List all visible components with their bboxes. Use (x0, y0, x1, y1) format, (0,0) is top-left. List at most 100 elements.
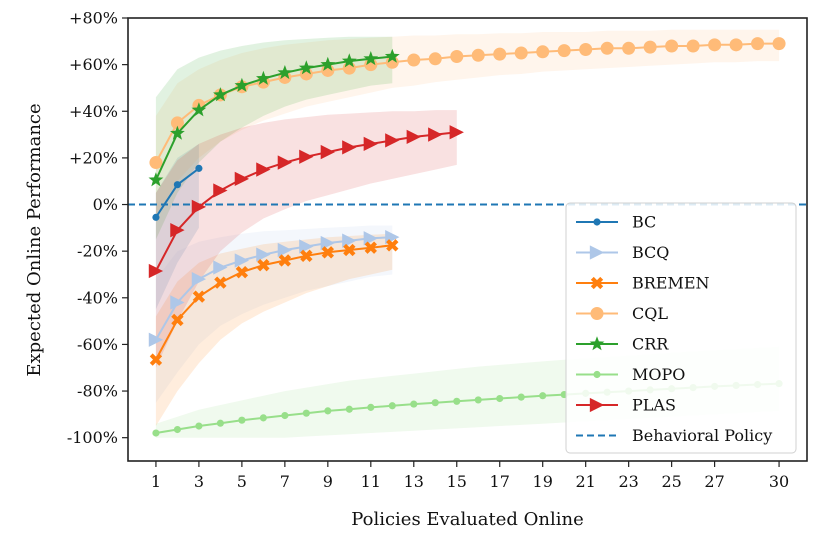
legend-label: BCQ (632, 243, 669, 262)
point-plas (449, 125, 464, 140)
point-cql (428, 52, 442, 66)
legend-item: BCQ (576, 243, 669, 262)
point-mopo (367, 403, 375, 411)
legend-label: CRR (632, 335, 669, 354)
plot-frame (127, 17, 808, 462)
y-tick-label: -20% (77, 242, 118, 261)
point-plas (256, 162, 271, 177)
point-mopo (517, 393, 525, 401)
x-tick-label: 7 (280, 472, 290, 491)
point-bcq (148, 332, 164, 347)
point-bremen (278, 254, 292, 267)
point-bc (195, 164, 203, 172)
y-tick-label: -40% (77, 288, 118, 307)
x-tick-label: 1 (151, 472, 161, 491)
legend-marker (590, 307, 604, 320)
series-bc (152, 164, 203, 221)
legend-marker (590, 276, 604, 290)
point-plas (363, 136, 378, 152)
series-crr (148, 48, 400, 187)
point-bremen (149, 353, 163, 366)
legend-item: PLAS (576, 396, 676, 415)
point-crr (256, 70, 271, 85)
legend-marker (589, 245, 605, 260)
x-tick-label: 13 (404, 472, 424, 491)
point-crr (320, 56, 336, 71)
point-plas (170, 223, 185, 238)
point-mopo (173, 425, 181, 434)
y-tick-label: +60% (69, 55, 118, 74)
y-tick-label: +40% (69, 102, 118, 121)
legend-label: CQL (632, 304, 668, 323)
point-bcq (277, 242, 293, 258)
point-plas (191, 199, 207, 215)
point-crr (298, 60, 314, 75)
point-cql (149, 156, 163, 170)
point-cql (686, 39, 700, 53)
point-crr (148, 172, 164, 187)
x-axis: 1 3 5 7 9 11 13 15 17 19 21 23 25 27 30 (151, 461, 789, 491)
point-bc (152, 213, 160, 221)
x-tick-label: 21 (576, 472, 596, 491)
point-mopo (345, 405, 353, 413)
legend-item: BC (576, 213, 656, 232)
point-bremen (171, 313, 184, 327)
point-cql (665, 39, 679, 53)
x-tick-label: 9 (323, 472, 333, 491)
x-tick-label: 3 (194, 472, 204, 491)
legend-item: BREMEN (576, 274, 710, 293)
point-crr (213, 87, 228, 102)
point-bremen (257, 258, 270, 272)
legend-label: BREMEN (632, 274, 710, 293)
point-cql (536, 45, 550, 59)
point-mopo (216, 419, 224, 427)
series-plas (148, 125, 464, 279)
point-mopo (281, 411, 289, 420)
point-cql (493, 47, 507, 61)
point-mopo (388, 402, 396, 410)
point-plas (320, 144, 335, 160)
point-cql (772, 37, 786, 51)
legend-box (565, 202, 797, 454)
point-plas (299, 149, 314, 164)
point-mopo (302, 409, 310, 417)
legend-item: MOPO (576, 365, 685, 384)
legend-marker (589, 336, 605, 351)
series-bremen (149, 239, 399, 366)
point-bremen (235, 265, 249, 279)
x-tick-label: 17 (490, 472, 510, 491)
point-bcq (256, 247, 271, 262)
legend-label: BC (632, 213, 656, 232)
x-tick-label: 30 (769, 472, 789, 491)
point-bc (173, 181, 181, 189)
band-bremen (155, 233, 393, 426)
point-mopo (238, 416, 246, 424)
band-crr (155, 36, 393, 240)
legend-label: Behavioral Policy (632, 426, 772, 445)
point-cql (729, 38, 743, 52)
legend-item: CQL (576, 304, 668, 323)
point-cql (622, 41, 636, 55)
point-bcq (213, 260, 228, 275)
point-bremen (364, 241, 377, 254)
x-tick-label: 15 (447, 472, 467, 491)
point-plas (277, 155, 293, 170)
point-mopo (453, 397, 461, 405)
point-plas (385, 133, 400, 148)
point-cql (514, 46, 528, 60)
x-tick-label: 19 (533, 472, 553, 491)
point-mopo (324, 407, 332, 415)
point-bremen (300, 249, 313, 262)
legend-marker (589, 397, 605, 413)
point-bcq (191, 271, 207, 287)
point-plas (342, 140, 357, 155)
x-tick-label: 25 (661, 472, 681, 491)
x-tick-label: 5 (237, 472, 247, 491)
point-plas (234, 171, 250, 187)
point-plas (148, 263, 164, 279)
y-tick-label: +20% (69, 148, 118, 167)
point-cql (751, 37, 765, 51)
x-tick-label: 27 (704, 472, 724, 491)
y-axis-label: Expected Online Performance (24, 103, 45, 376)
